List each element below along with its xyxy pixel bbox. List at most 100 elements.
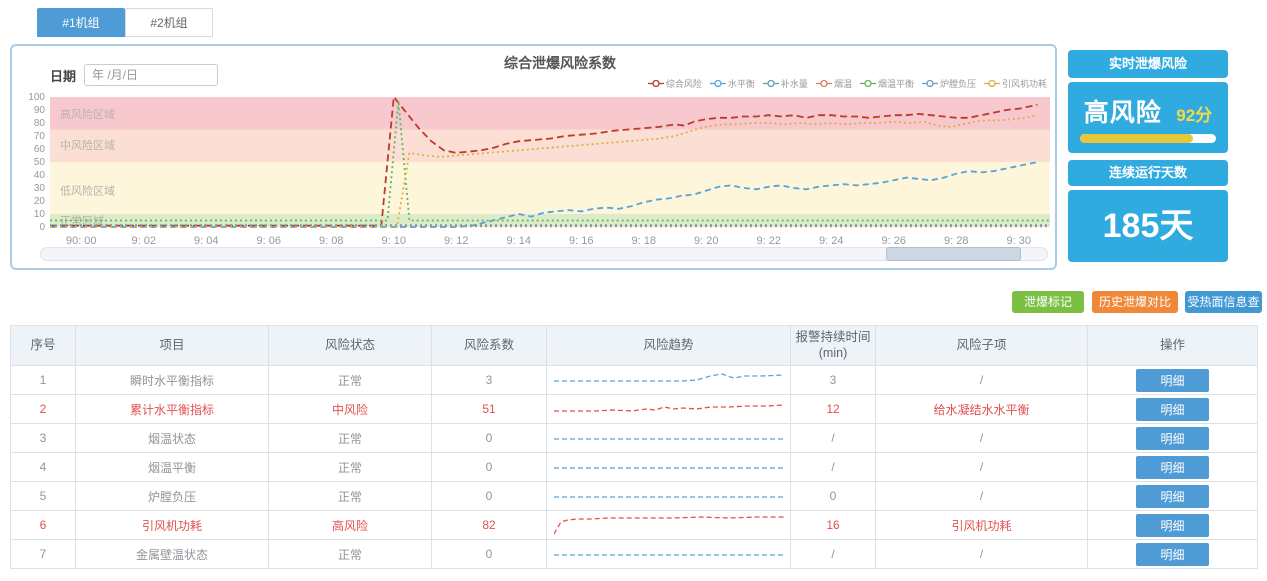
cell-item: 炉膛负压 (75, 481, 269, 511)
cell-alarm-duration: 3 (790, 365, 876, 395)
cell-risk-subitem: 给水凝结水水平衡 (875, 394, 1088, 424)
legend-item-炉膛负压[interactable]: 炉膛负压 (921, 77, 976, 90)
table-row: 4 烟温平衡 正常 0 // 明细 (10, 452, 1258, 482)
column-header: 风险子项 (875, 325, 1088, 366)
column-header: 风险趋势 (546, 325, 791, 366)
cell-risk-trend (546, 539, 791, 569)
cell-risk-coef: 0 (431, 423, 547, 453)
legend-item-引风机功耗[interactable]: 引风机功耗 (983, 77, 1047, 90)
cell-risk-trend (546, 423, 791, 453)
table-header-row: 序号 项目 风险状态 风险系数 风险趋势 报警持续时间 (min) 风险子项 操作 (10, 325, 1258, 366)
svg-text:9: 10: 9: 10 (382, 235, 406, 247)
vent-mark-button[interactable]: 泄爆标记 (1012, 291, 1084, 313)
cell-action: 明细 (1087, 452, 1258, 482)
detail-button[interactable]: 明细 (1136, 513, 1209, 537)
detail-button[interactable]: 明细 (1136, 542, 1209, 566)
risk-progress-track (1080, 134, 1216, 143)
risk-score-text: 92分 (1176, 106, 1213, 125)
cell-risk-status: 正常 (268, 365, 432, 395)
table-row: 1 瞬时水平衡指标 正常 3 3/明细 (10, 365, 1258, 395)
date-picker-row: 日期 (50, 64, 219, 86)
date-input[interactable] (84, 64, 219, 86)
chart-scrollbar[interactable] (40, 247, 1048, 261)
column-header: 操作 (1087, 325, 1258, 366)
detail-button[interactable]: 明细 (1136, 426, 1209, 450)
cell-risk-status: 正常 (268, 452, 432, 482)
cell-action: 明细 (1087, 394, 1258, 424)
scrollbar-handle[interactable] (886, 247, 1021, 261)
column-header: 序号 (10, 325, 76, 366)
detail-button[interactable]: 明细 (1136, 455, 1209, 479)
svg-text:100: 100 (28, 92, 45, 103)
cell-action: 明细 (1087, 423, 1258, 453)
svg-text:80: 80 (34, 118, 46, 129)
svg-text:9: 18: 9: 18 (632, 235, 656, 247)
cell-risk-coef: 0 (431, 539, 547, 569)
svg-text:9: 06: 9: 06 (257, 235, 281, 247)
legend-item-补水量[interactable]: 补水量 (762, 77, 808, 90)
legend-marker-icon (921, 79, 938, 88)
legend-item-水平衡[interactable]: 水平衡 (709, 77, 755, 90)
cell-risk-coef: 0 (431, 452, 547, 482)
svg-text:9: 08: 9: 08 (319, 235, 343, 247)
legend-item-综合风险[interactable]: 综合风险 (647, 77, 702, 90)
detail-button[interactable]: 明细 (1136, 484, 1209, 508)
tab-unit-1[interactable]: #1机组 (37, 8, 125, 37)
cell-item: 金属壁温状态 (75, 539, 269, 569)
table-row: 7 金属壁温状态 正常 0 // 明细 (10, 539, 1258, 569)
column-header: 风险系数 (431, 325, 547, 366)
cell-item: 烟温平衡 (75, 452, 269, 482)
trend-sparkline (553, 373, 784, 382)
cell-risk-status: 正常 (268, 423, 432, 453)
cell-risk-status: 高风险 (268, 510, 432, 540)
detail-button[interactable]: 明细 (1136, 397, 1209, 421)
chart-legend: 综合风险 水平衡 补水量 烟温 烟温平衡 炉膛负压 引风机功耗 (647, 77, 1047, 90)
cell-risk-trend (546, 394, 791, 424)
column-header: 报警持续时间 (min) (790, 325, 876, 366)
legend-marker-icon (983, 79, 1000, 88)
cell-risk-trend (546, 452, 791, 482)
unit-tabs: #1机组 #2机组 (37, 8, 213, 37)
risk-progress-fill (1080, 134, 1193, 143)
trend-sparkline (553, 467, 784, 469)
trend-sparkline (553, 554, 784, 556)
svg-text:90: 00: 90: 00 (66, 235, 97, 247)
risk-chart-panel: 综合泄爆风险系数 日期 综合风险 水平衡 补水量 烟温 烟温平衡 炉膛负压 引风机功耗 高风… (10, 44, 1057, 270)
cell-item: 引风机功耗 (75, 510, 269, 540)
svg-text:低风险区域: 低风险区域 (60, 184, 115, 198)
risk-line-chart: 高风险区域中风险区域低风险区域正常区域010203040506070809010… (28, 92, 1050, 247)
running-days-card: 185天 (1068, 190, 1228, 262)
legend-label: 烟温 (833, 79, 852, 89)
cell-risk-status: 正常 (268, 481, 432, 511)
cell-risk-subitem: / (875, 481, 1088, 511)
heating-surface-info-button[interactable]: 受热面信息查看 (1185, 291, 1262, 331)
chart-title: 综合泄爆风险系数 (504, 55, 616, 71)
cell-risk-subitem: / (875, 539, 1088, 569)
legend-marker-icon (859, 79, 876, 88)
cell-risk-coef: 0 (431, 481, 547, 511)
cell-action: 明细 (1087, 365, 1258, 395)
svg-text:40: 40 (34, 170, 46, 181)
svg-text:10: 10 (34, 209, 46, 220)
svg-text:9: 24: 9: 24 (819, 235, 843, 247)
table-row: 2 累计水平衡指标 中风险 51 12 给水凝结水水平衡 明细 (10, 394, 1258, 424)
history-vent-compare-button[interactable]: 历史泄爆对比 (1092, 291, 1178, 313)
svg-text:60: 60 (34, 144, 46, 155)
trend-sparkline (553, 404, 784, 412)
trend-sparkline (553, 496, 784, 498)
tab-unit-2[interactable]: #2机组 (125, 8, 213, 37)
detail-button[interactable]: 明细 (1136, 368, 1209, 392)
risk-items-table: 序号 项目 风险状态 风险系数 风险趋势 报警持续时间 (min) 风险子项 操作 1 瞬时水平… (10, 325, 1258, 569)
svg-text:9: 28: 9: 28 (944, 235, 968, 247)
cell-risk-subitem: / (875, 452, 1088, 482)
running-days-header: 连续运行天数 (1068, 160, 1228, 186)
svg-text:9: 20: 9: 20 (694, 235, 718, 247)
legend-label: 引风机功耗 (1001, 79, 1047, 89)
trend-sparkline (552, 516, 784, 535)
svg-text:0: 0 (39, 222, 45, 233)
cell-alarm-duration: / (790, 423, 876, 453)
cell-item: 累计水平衡指标 (75, 394, 269, 424)
legend-item-烟温平衡[interactable]: 烟温平衡 (859, 77, 914, 90)
legend-item-烟温[interactable]: 烟温 (815, 77, 852, 90)
svg-text:90: 90 (34, 105, 46, 116)
